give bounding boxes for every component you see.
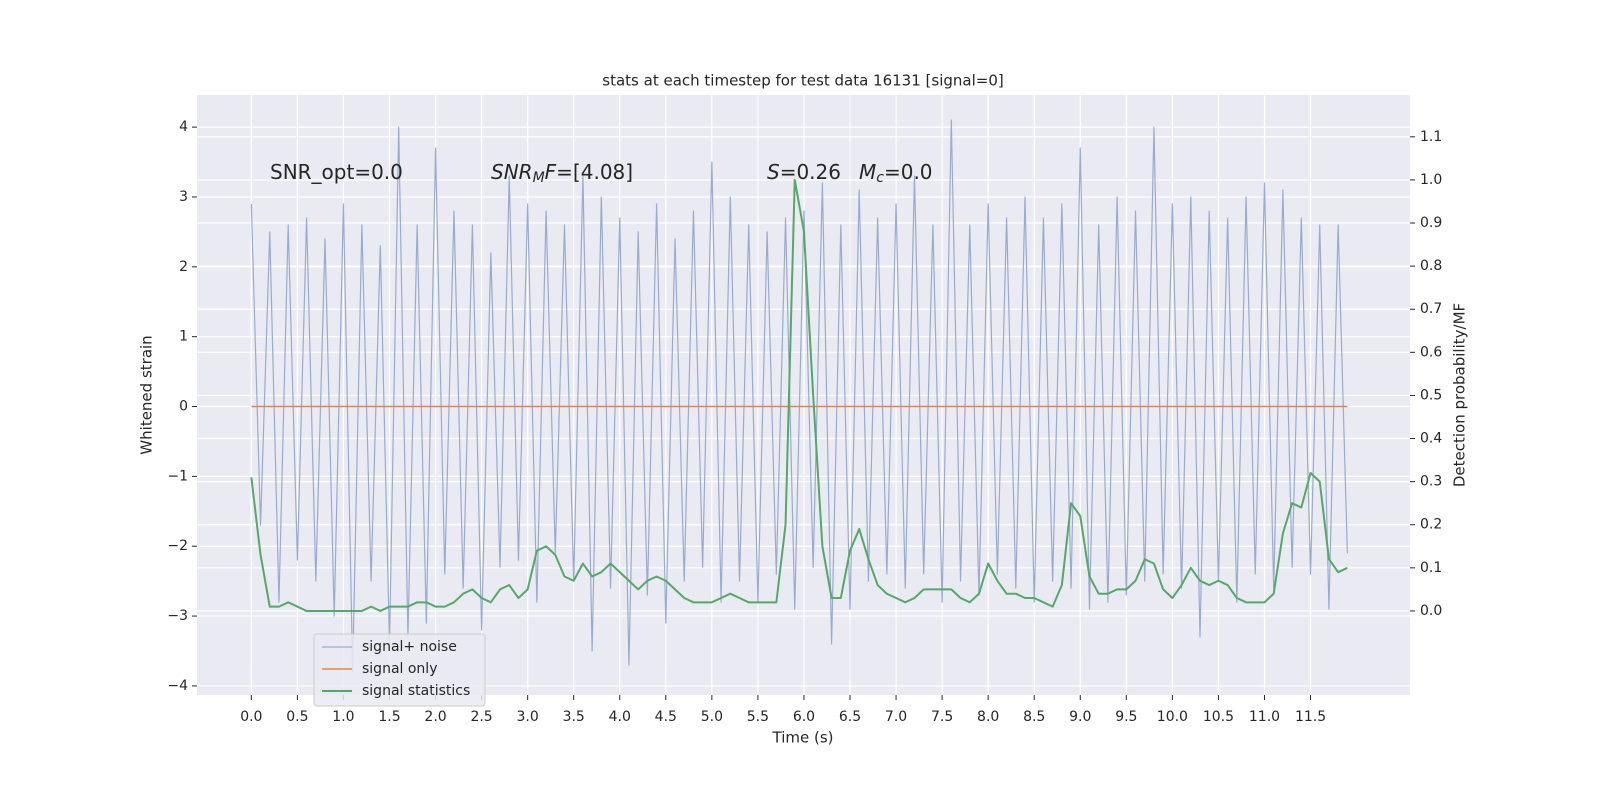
series-line xyxy=(250,119,1348,673)
y-tick-label: −2 xyxy=(167,538,188,554)
x-tick-label: 1.0 xyxy=(332,709,354,725)
annotation: SNRMF=[4.08] xyxy=(491,160,633,187)
legend-label: signal only xyxy=(362,661,437,677)
x-tick-label: 11.5 xyxy=(1295,709,1326,725)
x-tick-label: 10.5 xyxy=(1203,709,1234,725)
x-tick-label: 0.5 xyxy=(286,709,308,725)
annotation-part: SNR_opt=0.0 xyxy=(270,160,403,184)
y-tick-label: 2 xyxy=(179,259,188,275)
x-tick-label: 5.5 xyxy=(747,709,769,725)
y-tick-label: −4 xyxy=(167,678,188,694)
legend xyxy=(313,633,486,707)
annotation: SNR_opt=0.0 xyxy=(270,160,403,184)
x-tick-label: 0.0 xyxy=(240,709,262,725)
annotation-part: F xyxy=(545,160,557,184)
y-tick-label: 0 xyxy=(179,399,188,415)
annotation-part: =[4.08] xyxy=(556,160,633,184)
y2-tick-label: 1.0 xyxy=(1420,172,1442,188)
x-tick-label: 10.0 xyxy=(1157,709,1188,725)
y2-tick-label: 0.2 xyxy=(1420,517,1442,533)
annotation-part: c xyxy=(876,170,884,186)
annotation: S=0.26 xyxy=(767,160,841,184)
y-tick-label: −1 xyxy=(167,468,188,484)
x-tick-label: 1.5 xyxy=(378,709,400,725)
x-tick-label: 6.5 xyxy=(839,709,861,725)
y2-tick-label: 0.8 xyxy=(1420,258,1442,274)
x-tick-label: 8.5 xyxy=(1023,709,1045,725)
annotation-part: S xyxy=(767,160,780,184)
x-tick-label: 6.0 xyxy=(793,709,815,725)
legend-label: signal+ noise xyxy=(362,639,457,655)
x-tick-label: 9.5 xyxy=(1115,709,1137,725)
x-tick-label: 9.0 xyxy=(1069,709,1091,725)
annotation-part: M xyxy=(533,170,545,186)
y-tick-label: 3 xyxy=(179,189,188,205)
x-tick-label: 2.0 xyxy=(424,709,446,725)
y2-tick-label: 0.0 xyxy=(1420,603,1442,619)
y2-tick-label: 0.5 xyxy=(1420,387,1442,403)
annotation-part: =0.26 xyxy=(780,160,841,184)
y2-tick-label: 1.1 xyxy=(1420,129,1442,145)
x-tick-label: 3.5 xyxy=(563,709,585,725)
annotation-part: =0.0 xyxy=(884,160,933,184)
x-tick-label: 2.5 xyxy=(470,709,492,725)
x-tick-label: 11.0 xyxy=(1249,709,1280,725)
y-tick-label: 4 xyxy=(179,119,188,135)
x-axis-label: Time (s) xyxy=(772,729,834,747)
x-tick-label: 7.5 xyxy=(931,709,953,725)
y2-tick-label: 0.9 xyxy=(1420,215,1442,231)
annotation: Mc=0.0 xyxy=(859,160,933,187)
y-tick-label: 1 xyxy=(179,329,188,345)
y2-tick-label: 0.7 xyxy=(1420,301,1442,317)
y2-axis-label: Detection probability/MF xyxy=(1451,303,1469,487)
annotation-part: SNR xyxy=(491,160,533,184)
y-tick-label: −3 xyxy=(167,608,188,624)
y-axis-label: Whitened strain xyxy=(138,335,156,454)
x-tick-label: 3.0 xyxy=(517,709,539,725)
y2-tick-label: 0.3 xyxy=(1420,474,1442,490)
x-tick-label: 8.0 xyxy=(977,709,999,725)
chart-title: stats at each timestep for test data 161… xyxy=(602,72,1003,90)
x-tick-label: 7.0 xyxy=(885,709,907,725)
x-tick-label: 4.0 xyxy=(609,709,631,725)
legend-label: signal statistics xyxy=(362,683,470,699)
y2-tick-label: 0.1 xyxy=(1420,560,1442,576)
y2-tick-label: 0.4 xyxy=(1420,431,1442,447)
x-tick-label: 5.0 xyxy=(701,709,723,725)
annotation-part: M xyxy=(859,160,876,184)
series-line xyxy=(250,178,1348,612)
y2-tick-label: 0.6 xyxy=(1420,344,1442,360)
x-tick-label: 4.5 xyxy=(655,709,677,725)
